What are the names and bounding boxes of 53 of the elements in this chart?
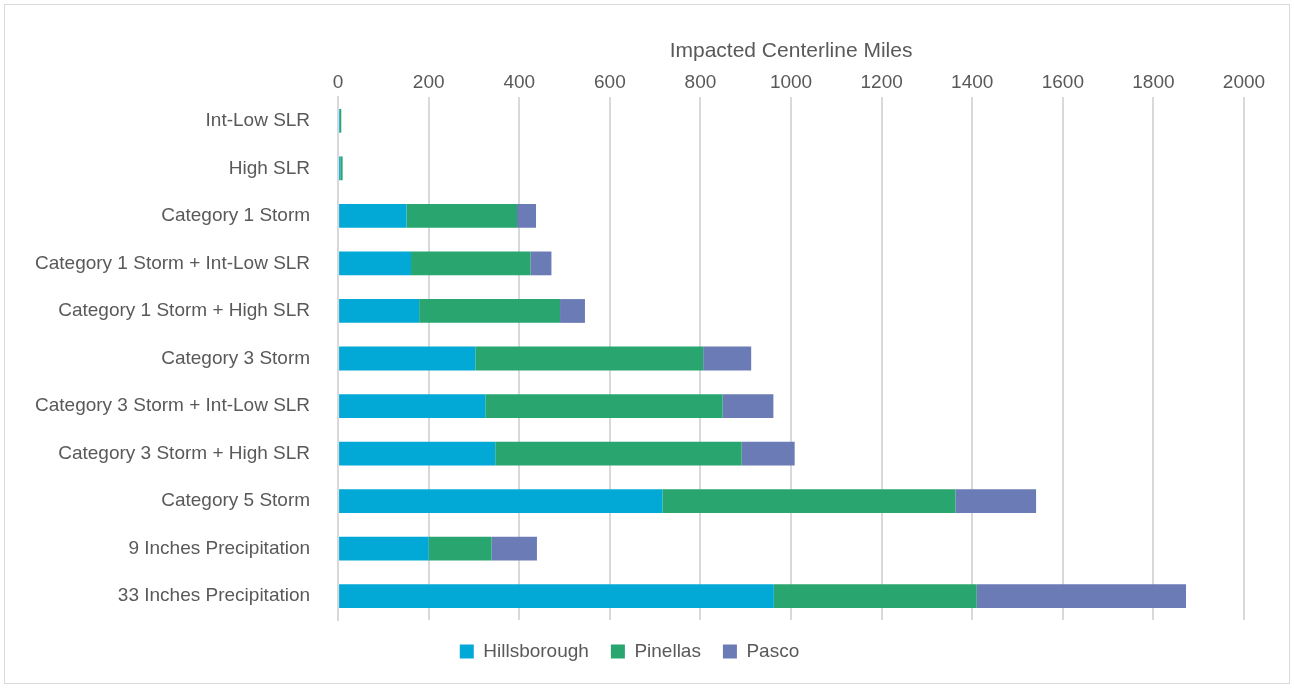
y-tick-label: 33 Inches Precipitation [117, 584, 311, 606]
x-tick-label: 1200 [860, 70, 903, 92]
x-tick-label: 600 [594, 70, 626, 92]
y-tick-label: Category 1 Storm + High SLR [58, 299, 311, 321]
bar [339, 251, 412, 276]
bar [703, 346, 752, 371]
bar [662, 489, 956, 514]
bar [339, 394, 486, 418]
bar [339, 536, 429, 561]
x-tick-label: 0 [332, 70, 344, 92]
y-tick-label: Category 1 Storm [161, 204, 311, 226]
y-tick-label: Int-Low SLR [205, 109, 311, 131]
bar [485, 394, 723, 418]
bar [339, 203, 407, 228]
legend-label: Pasco [746, 639, 800, 661]
bar [722, 394, 774, 418]
bar [560, 299, 585, 323]
bar [976, 584, 1187, 609]
x-tick-label: 800 [684, 70, 717, 92]
y-tick-label: 9 Inches Precipitation [128, 536, 311, 558]
legend-label: Hillsborough [483, 639, 589, 661]
bar [339, 584, 774, 609]
bar [419, 299, 561, 323]
y-tick-label: Category 3 Storm [161, 346, 311, 368]
bar [530, 251, 552, 276]
x-tick-label: 1400 [951, 70, 994, 92]
x-tick-label: 2000 [1222, 70, 1266, 92]
y-tick-label: High SLR [228, 156, 311, 178]
bar [339, 299, 420, 323]
x-tick-label: 1600 [1041, 70, 1084, 92]
x-tick-label: 400 [503, 70, 536, 92]
x-tick-label: 200 [412, 70, 445, 92]
bar [495, 441, 742, 466]
legend-label: Pinellas [634, 639, 701, 661]
y-tick-label: Category 5 Storm [161, 489, 311, 511]
bar [428, 536, 492, 561]
bar [741, 441, 795, 466]
bar [406, 203, 518, 228]
x-axis-title: Impacted Centerline Miles [669, 38, 913, 62]
bar [339, 346, 476, 371]
bar [491, 536, 537, 561]
bar [475, 346, 704, 371]
bar [339, 489, 663, 514]
bar [411, 251, 531, 276]
x-tick-label: 1000 [769, 70, 813, 92]
y-tick-label: Category 3 Storm + Int-Low SLR [35, 394, 311, 416]
y-tick-label: Category 3 Storm + High SLR [58, 441, 311, 463]
y-tick-label: Category 1 Storm + Int-Low SLR [35, 251, 311, 273]
bar [955, 489, 1037, 514]
bar [339, 441, 496, 466]
bar [773, 584, 977, 609]
bar [517, 203, 537, 228]
x-tick-label: 1800 [1132, 70, 1175, 92]
